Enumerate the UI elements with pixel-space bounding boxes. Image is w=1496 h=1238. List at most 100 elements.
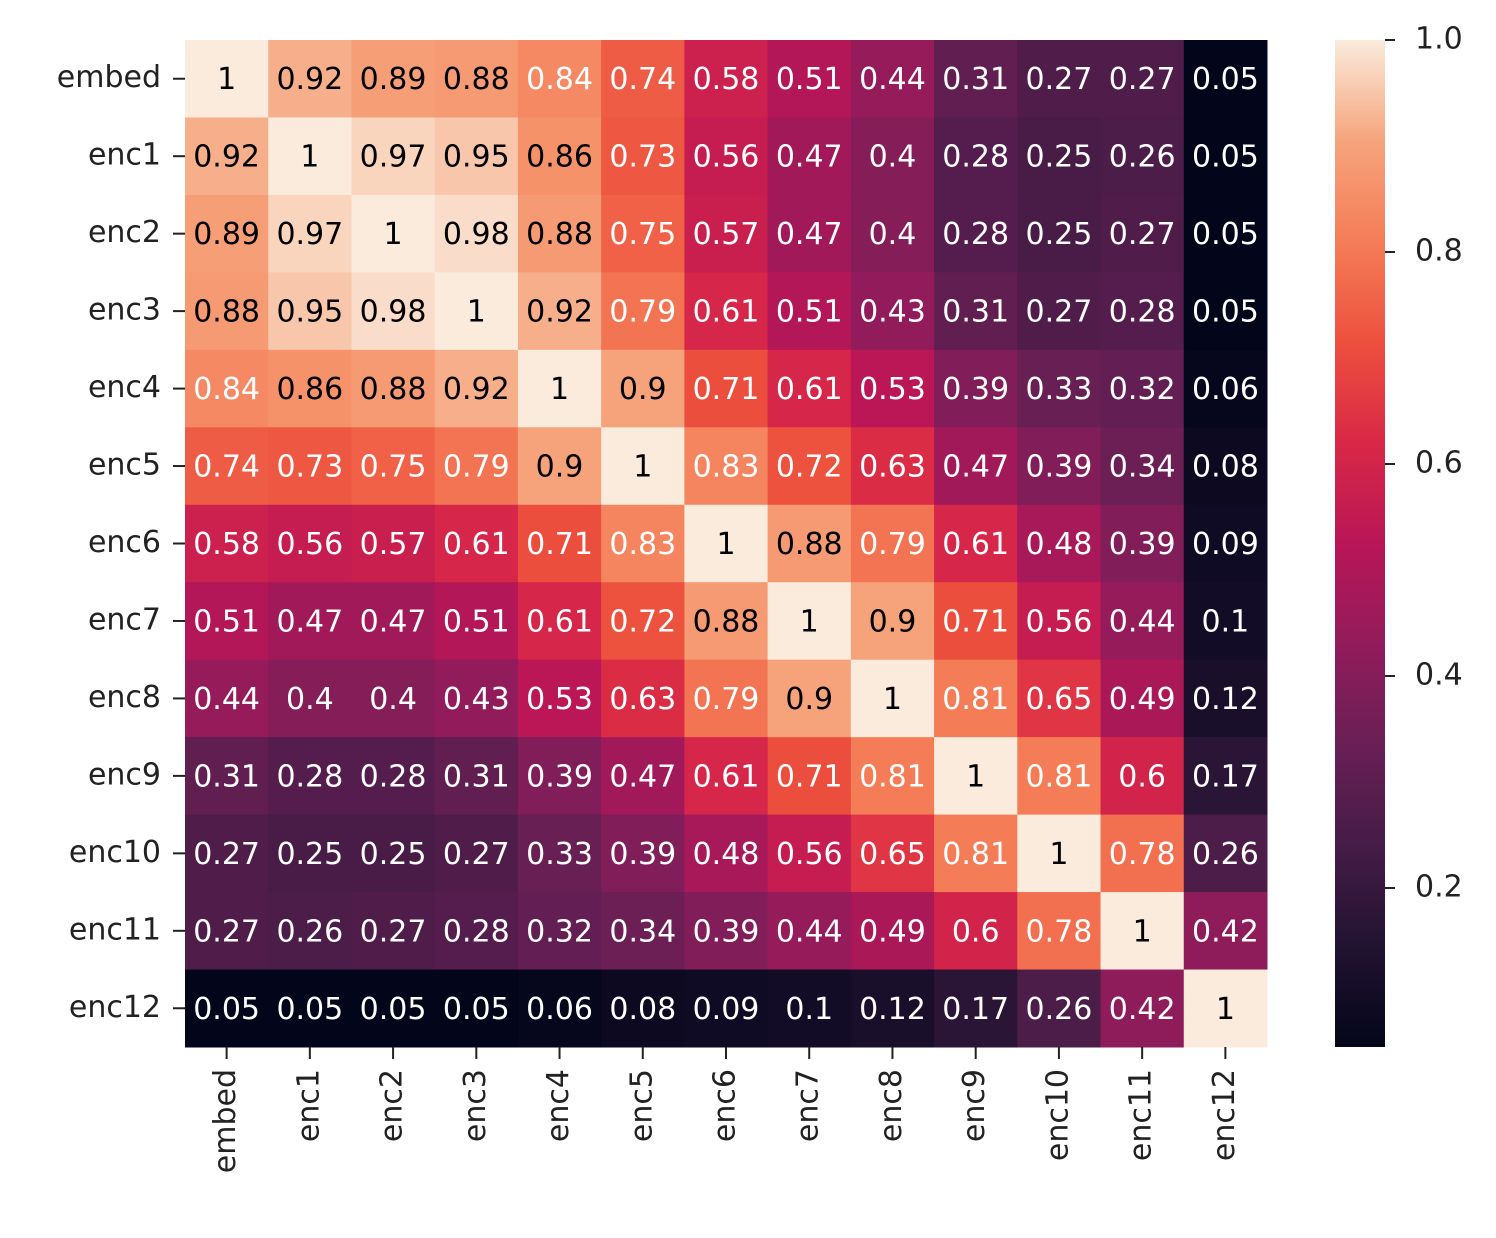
cell-label: 0.75 [609, 217, 676, 252]
heatmap-cell [684, 272, 769, 351]
cell-label: 0.27 [193, 837, 260, 872]
heatmap-cell [767, 272, 852, 351]
cell-label: 0.92 [526, 295, 593, 330]
heatmap-cell [1183, 40, 1268, 118]
cell-label: 0.12 [1192, 682, 1259, 717]
cell-label: 0.89 [360, 62, 427, 97]
cell-label: 0.97 [276, 217, 343, 252]
cell-label: 1 [883, 682, 902, 717]
cell-label: 0.78 [1026, 914, 1093, 949]
heatmap-cell [934, 194, 1018, 273]
y-tick-label: enc11 [69, 912, 161, 947]
heatmap-cell [684, 582, 769, 661]
cell-label: 0.4 [286, 682, 334, 717]
heatmap-cell [351, 969, 436, 1048]
heatmap-cell [1183, 737, 1268, 816]
cell-label: 0.32 [1109, 372, 1176, 407]
cell-label: 0.56 [276, 527, 343, 562]
heatmap-cell [850, 427, 935, 506]
cell-label: 0.05 [1192, 295, 1259, 330]
cell-label: 0.33 [1026, 372, 1093, 407]
cell-label: 0.92 [193, 140, 260, 175]
cell-label: 0.92 [443, 372, 510, 407]
cell-label: 0.25 [360, 837, 427, 872]
x-tick-label: enc6 [708, 1069, 743, 1142]
cell-label: 0.28 [443, 914, 510, 949]
cell-label: 0.25 [276, 837, 343, 872]
heatmap-cell [1183, 504, 1268, 583]
cell-label: 0.63 [609, 682, 676, 717]
heatmap-cell [268, 194, 352, 273]
heatmap-cell [517, 427, 602, 506]
cell-label: 0.28 [1109, 295, 1176, 330]
cell-label: 0.44 [859, 62, 926, 97]
y-tick-label: enc1 [88, 138, 161, 173]
cell-label: 0.79 [443, 450, 510, 485]
cell-label: 0.28 [276, 759, 343, 794]
cell-label: 0.48 [693, 837, 760, 872]
cell-label: 0.61 [942, 527, 1009, 562]
heatmap-cell [767, 40, 852, 118]
y-tick-label: enc12 [69, 990, 161, 1025]
cell-label: 0.43 [443, 682, 510, 717]
cell-label: 0.58 [193, 527, 260, 562]
heatmap-cell [1183, 194, 1268, 273]
cell-label: 0.88 [360, 372, 427, 407]
cell-label: 0.88 [776, 527, 843, 562]
cell-label: 0.56 [693, 140, 760, 175]
heatmap-cell [850, 504, 935, 583]
cell-label: 0.42 [1192, 914, 1259, 949]
cell-label: 0.27 [1109, 217, 1176, 252]
y-tick-label: enc4 [88, 370, 161, 405]
cell-label: 0.73 [609, 140, 676, 175]
heatmap-cell [601, 659, 685, 738]
cell-label: 0.65 [1026, 682, 1093, 717]
y-tick-label: enc8 [88, 680, 161, 715]
heatmap-cell [1017, 814, 1102, 893]
heatmap-cell [268, 349, 352, 428]
heatmap-cell [1017, 427, 1102, 506]
cell-label: 0.89 [193, 217, 260, 252]
colorbar-tick-label: 0.6 [1415, 446, 1463, 481]
cell-label: 0.4 [369, 682, 417, 717]
cell-label: 0.09 [693, 992, 760, 1027]
cell-label: 1 [1216, 992, 1235, 1027]
heatmap-cell [434, 659, 519, 738]
cell-label: 0.39 [1109, 527, 1176, 562]
cell-label: 1 [217, 62, 236, 97]
cell-label: 0.88 [193, 295, 260, 330]
cell-label: 0.05 [443, 992, 510, 1027]
cell-label: 0.65 [859, 837, 926, 872]
cell-label: 0.57 [693, 217, 760, 252]
cell-label: 0.47 [776, 217, 843, 252]
y-tick-label: enc2 [88, 215, 161, 250]
colorbar-tick-label: 0.4 [1415, 658, 1463, 693]
heatmap-cell [185, 194, 269, 273]
heatmap-cell [268, 814, 352, 893]
heatmap-cell [1100, 194, 1185, 273]
cell-label: 0.26 [1026, 992, 1093, 1027]
heatmap-cell [268, 117, 352, 196]
cell-label: 0.72 [609, 604, 676, 639]
cell-label: 0.1 [785, 992, 833, 1027]
heatmap-cell [517, 40, 602, 118]
heatmap-cell [1100, 427, 1185, 506]
cell-label: 0.28 [942, 217, 1009, 252]
y-tick-label: enc5 [88, 448, 161, 483]
cell-label: 0.88 [526, 217, 593, 252]
x-tick-label: embed [208, 1069, 243, 1173]
heatmap-cell [517, 349, 602, 428]
heatmap-cell [517, 737, 602, 816]
cell-label: 0.86 [276, 372, 343, 407]
heatmap-cell [767, 969, 852, 1048]
cell-label: 0.05 [1192, 140, 1259, 175]
y-tick-label: enc9 [88, 757, 161, 792]
colorbar [1335, 40, 1385, 1047]
heatmap-cell [185, 272, 269, 351]
cell-label: 0.56 [1026, 604, 1093, 639]
cell-label: 0.95 [443, 140, 510, 175]
cell-label: 0.83 [693, 450, 760, 485]
cell-label: 1 [1133, 914, 1152, 949]
cell-label: 0.74 [193, 450, 260, 485]
heatmap-cell [434, 737, 519, 816]
